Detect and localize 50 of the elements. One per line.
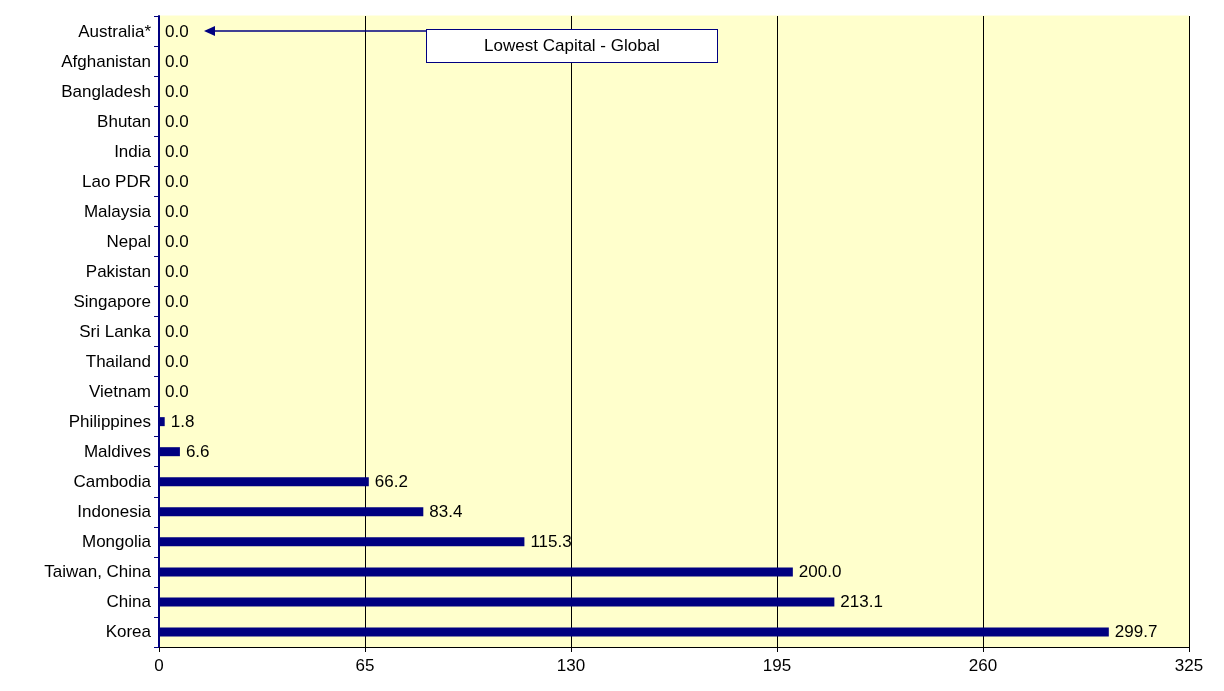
y-tick-label: Nepal	[106, 231, 151, 251]
y-tick-label: Thailand	[85, 352, 151, 372]
y-tick-label: Australia*	[78, 21, 152, 41]
x-tick-label: 195	[762, 656, 792, 675]
x-tick-label: 130	[556, 656, 586, 675]
y-tick-label: Taiwan, China	[44, 562, 152, 582]
data-label: 0.0	[165, 352, 189, 372]
y-tick-label: India	[114, 141, 152, 161]
data-label: 200.0	[798, 562, 842, 582]
annotation: Lowest Capital - Global	[484, 36, 660, 57]
y-tick-label: Afghanistan	[61, 51, 151, 71]
data-label: 1.8	[170, 412, 195, 432]
data-label: 0.0	[165, 291, 189, 311]
data-label: 6.6	[185, 442, 210, 462]
x-tick-label: 65	[355, 656, 375, 675]
y-tick-label: Pakistan	[85, 261, 151, 281]
y-tick-label: Singapore	[73, 291, 151, 311]
data-label: 0.0	[165, 141, 189, 161]
data-label: 0.0	[165, 171, 189, 191]
y-tick-label: Philippines	[68, 412, 151, 432]
data-label: 66.2	[374, 472, 408, 492]
y-tick-label: Bhutan	[97, 111, 151, 131]
data-label: 299.7	[1114, 622, 1158, 642]
y-tick-label: Malaysia	[83, 201, 152, 221]
data-label: 83.4	[429, 502, 463, 522]
data-label: 0.0	[165, 51, 189, 71]
y-tick-label: Bangladesh	[61, 81, 151, 101]
x-tick-label: 260	[968, 656, 998, 675]
y-tick-label: Lao PDR	[82, 171, 151, 191]
data-label: 0.0	[165, 382, 189, 402]
y-tick-label: Maldives	[83, 442, 151, 462]
data-label: 0.0	[165, 81, 189, 101]
data-label: 0.0	[165, 322, 189, 341]
x-tick-label: 325	[1174, 656, 1204, 675]
y-tick-label: Sri Lanka	[79, 322, 152, 341]
data-label: 213.1	[840, 592, 883, 612]
x-tick-label: 0	[154, 656, 164, 675]
y-tick-label: Cambodia	[73, 472, 152, 492]
y-tick-label: Indonesia	[77, 502, 152, 522]
y-tick-label: Mongolia	[82, 532, 152, 552]
data-label: 0.0	[165, 21, 189, 41]
data-label: 0.0	[165, 111, 189, 131]
data-label: 0.0	[165, 231, 189, 251]
data-label: 115.3	[530, 532, 572, 552]
data-label: 0.0	[165, 201, 189, 221]
y-tick-label: Korea	[105, 622, 152, 642]
data-label: 0.0	[165, 261, 189, 281]
y-tick-label: China	[106, 592, 152, 612]
callout-box: Lowest Capital - Global	[426, 29, 718, 63]
y-tick-label: Vietnam	[88, 382, 151, 402]
